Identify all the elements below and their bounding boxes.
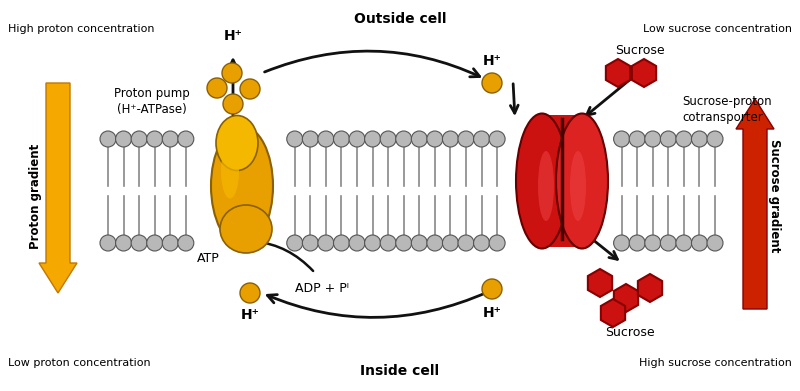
Circle shape bbox=[427, 131, 443, 147]
Circle shape bbox=[318, 131, 334, 147]
Circle shape bbox=[629, 235, 645, 251]
Circle shape bbox=[302, 235, 318, 251]
Circle shape bbox=[349, 131, 365, 147]
Text: Sucrose gradient: Sucrose gradient bbox=[767, 139, 781, 253]
Text: ADP + Pᴵ: ADP + Pᴵ bbox=[295, 283, 349, 296]
Circle shape bbox=[115, 235, 131, 251]
Text: Sucrose-proton: Sucrose-proton bbox=[682, 95, 772, 108]
Circle shape bbox=[302, 131, 318, 147]
Circle shape bbox=[380, 235, 396, 251]
Circle shape bbox=[676, 235, 692, 251]
Ellipse shape bbox=[516, 113, 568, 249]
Text: (H⁺-ATPase): (H⁺-ATPase) bbox=[117, 102, 187, 115]
Text: ATP: ATP bbox=[197, 253, 219, 265]
Text: High sucrose concentration: High sucrose concentration bbox=[639, 358, 792, 368]
Circle shape bbox=[458, 131, 474, 147]
Circle shape bbox=[223, 94, 243, 114]
Text: H⁺: H⁺ bbox=[223, 29, 242, 43]
Circle shape bbox=[365, 131, 381, 147]
Ellipse shape bbox=[221, 143, 239, 199]
Circle shape bbox=[411, 131, 427, 147]
Ellipse shape bbox=[556, 113, 608, 249]
Circle shape bbox=[707, 235, 723, 251]
Text: Proton pump: Proton pump bbox=[114, 86, 190, 99]
Circle shape bbox=[458, 235, 474, 251]
Circle shape bbox=[614, 235, 630, 251]
Circle shape bbox=[162, 235, 178, 251]
Text: Sucrose: Sucrose bbox=[605, 326, 655, 339]
Polygon shape bbox=[632, 59, 656, 87]
Text: Low sucrose concentration: Low sucrose concentration bbox=[643, 24, 792, 34]
Circle shape bbox=[482, 279, 502, 299]
Circle shape bbox=[660, 131, 676, 147]
Circle shape bbox=[489, 235, 505, 251]
Text: H⁺: H⁺ bbox=[482, 306, 502, 320]
FancyBboxPatch shape bbox=[536, 115, 588, 247]
Circle shape bbox=[318, 235, 334, 251]
Circle shape bbox=[146, 131, 162, 147]
Circle shape bbox=[707, 131, 723, 147]
Text: Low proton concentration: Low proton concentration bbox=[8, 358, 150, 368]
Circle shape bbox=[474, 131, 490, 147]
Circle shape bbox=[645, 131, 661, 147]
Circle shape bbox=[178, 131, 194, 147]
Circle shape bbox=[240, 283, 260, 303]
Circle shape bbox=[427, 235, 443, 251]
Polygon shape bbox=[588, 269, 612, 297]
Circle shape bbox=[442, 235, 458, 251]
Circle shape bbox=[131, 235, 147, 251]
Text: cotransporter: cotransporter bbox=[682, 111, 762, 124]
Polygon shape bbox=[614, 284, 638, 312]
Polygon shape bbox=[601, 299, 625, 327]
Text: H⁺: H⁺ bbox=[482, 54, 502, 68]
Circle shape bbox=[334, 131, 350, 147]
Circle shape bbox=[162, 131, 178, 147]
FancyArrow shape bbox=[39, 83, 77, 293]
Text: Proton gradient: Proton gradient bbox=[30, 143, 42, 249]
Circle shape bbox=[286, 235, 302, 251]
Circle shape bbox=[474, 235, 490, 251]
Circle shape bbox=[178, 235, 194, 251]
Circle shape bbox=[286, 131, 302, 147]
Polygon shape bbox=[638, 274, 662, 302]
Circle shape bbox=[629, 131, 645, 147]
Text: Sucrose: Sucrose bbox=[615, 45, 665, 57]
Circle shape bbox=[100, 235, 116, 251]
Circle shape bbox=[396, 235, 412, 251]
Circle shape bbox=[240, 79, 260, 99]
Circle shape bbox=[482, 73, 502, 93]
Text: H⁺: H⁺ bbox=[241, 308, 259, 322]
Circle shape bbox=[645, 235, 661, 251]
Circle shape bbox=[349, 235, 365, 251]
Circle shape bbox=[411, 235, 427, 251]
Circle shape bbox=[614, 131, 630, 147]
Circle shape bbox=[380, 131, 396, 147]
Circle shape bbox=[691, 131, 707, 147]
Ellipse shape bbox=[538, 151, 554, 221]
Polygon shape bbox=[606, 59, 630, 87]
Ellipse shape bbox=[216, 115, 258, 170]
Circle shape bbox=[489, 131, 505, 147]
Text: Outside cell: Outside cell bbox=[354, 12, 446, 26]
Circle shape bbox=[222, 63, 242, 83]
Circle shape bbox=[365, 235, 381, 251]
Circle shape bbox=[131, 131, 147, 147]
Ellipse shape bbox=[570, 151, 586, 221]
Circle shape bbox=[100, 131, 116, 147]
Text: Inside cell: Inside cell bbox=[361, 364, 439, 378]
Text: High proton concentration: High proton concentration bbox=[8, 24, 154, 34]
Circle shape bbox=[396, 131, 412, 147]
Circle shape bbox=[207, 78, 227, 98]
Circle shape bbox=[660, 235, 676, 251]
Circle shape bbox=[115, 131, 131, 147]
Ellipse shape bbox=[211, 126, 273, 246]
Circle shape bbox=[691, 235, 707, 251]
Circle shape bbox=[676, 131, 692, 147]
Circle shape bbox=[442, 131, 458, 147]
Circle shape bbox=[146, 235, 162, 251]
Ellipse shape bbox=[220, 205, 272, 253]
Circle shape bbox=[334, 235, 350, 251]
FancyArrow shape bbox=[736, 99, 774, 309]
